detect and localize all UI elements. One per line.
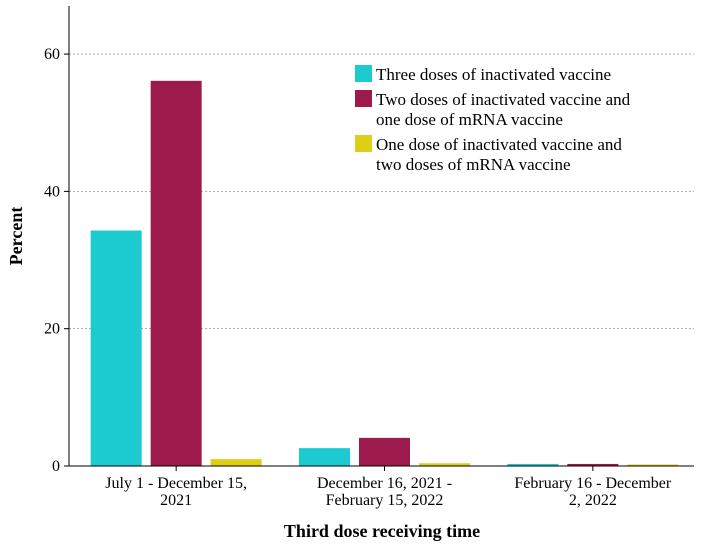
axes <box>68 6 694 467</box>
x-category-label: February 16 - December 2, 2022 <box>514 475 671 509</box>
x-category-labels: July 1 - December 15, 2021 December 16, 20… <box>105 466 672 509</box>
legend-label: Three doses of inactivated vaccine <box>376 65 611 84</box>
bar <box>359 437 410 466</box>
x-category-label: July 1 - December 15, 2021 <box>105 475 247 509</box>
y-tick-label: 20 <box>44 321 60 338</box>
y-ticks: 0 20 40 60 <box>44 46 69 475</box>
legend-label: Two doses of inactivated vaccine and one … <box>376 90 631 129</box>
bar <box>150 80 202 467</box>
legend-swatch <box>355 65 372 82</box>
y-axis-title: Percent <box>6 207 26 266</box>
bars <box>90 80 679 467</box>
y-tick-label: 60 <box>44 46 60 63</box>
y-tick-label: 40 <box>44 183 60 200</box>
legend-label: One dose of inactivated vaccine and two d… <box>376 135 622 174</box>
bar <box>627 464 679 466</box>
bar <box>507 463 559 466</box>
bar <box>299 448 350 466</box>
bar <box>567 463 619 466</box>
x-axis-title: Third dose receiving time <box>284 521 480 541</box>
bar <box>90 230 142 466</box>
bar <box>419 463 470 466</box>
x-category-label: December 16, 2021 -February 15, 2022 <box>317 475 452 509</box>
legend-swatch <box>355 90 372 107</box>
legend: Three doses of inactivated vaccine Two do… <box>355 65 631 174</box>
legend-swatch <box>355 135 372 152</box>
bar <box>210 459 262 466</box>
y-tick-label: 0 <box>52 458 60 475</box>
